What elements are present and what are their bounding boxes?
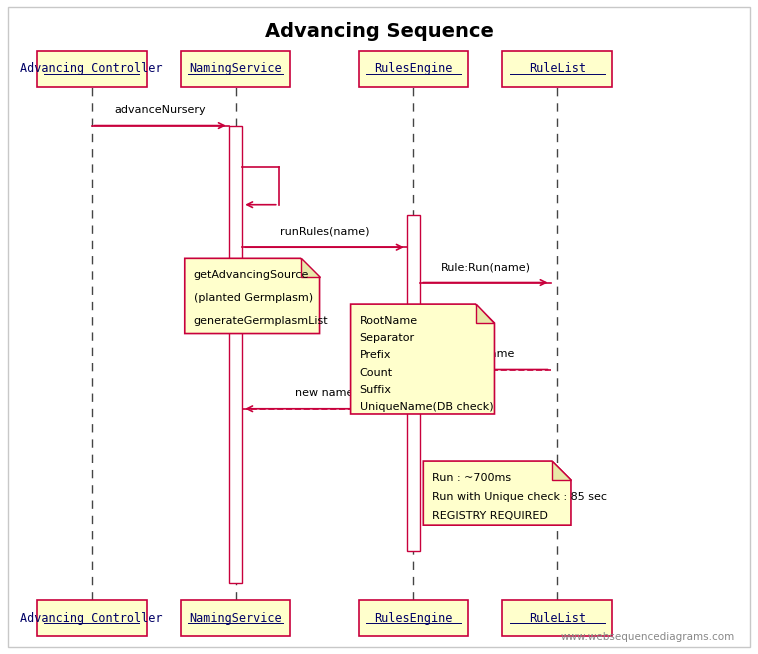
- Text: getAdvancingSource: getAdvancingSource: [194, 270, 309, 280]
- FancyBboxPatch shape: [406, 215, 420, 551]
- Polygon shape: [351, 304, 494, 414]
- Text: Separator: Separator: [360, 333, 415, 343]
- FancyBboxPatch shape: [8, 7, 750, 647]
- Text: RootName: RootName: [360, 316, 418, 326]
- FancyBboxPatch shape: [229, 126, 243, 583]
- Text: NamingService: NamingService: [190, 611, 282, 625]
- Text: RuleList: RuleList: [529, 611, 586, 625]
- Polygon shape: [423, 461, 571, 525]
- FancyBboxPatch shape: [180, 600, 290, 636]
- Text: REGISTRY REQUIRED: REGISTRY REQUIRED: [432, 511, 548, 521]
- Polygon shape: [552, 461, 571, 480]
- Text: Advancing Sequence: Advancing Sequence: [265, 22, 493, 41]
- FancyBboxPatch shape: [36, 600, 146, 636]
- Text: Run with Unique check : 85 sec: Run with Unique check : 85 sec: [432, 492, 607, 502]
- Text: Prefix: Prefix: [360, 351, 391, 360]
- Text: RuleList: RuleList: [529, 62, 586, 75]
- Text: Count: Count: [360, 368, 393, 377]
- Text: Advancing Controller: Advancing Controller: [20, 62, 163, 75]
- FancyBboxPatch shape: [503, 600, 612, 636]
- Polygon shape: [475, 304, 494, 323]
- Text: advanceNursery: advanceNursery: [114, 105, 206, 115]
- Text: RulesEngine: RulesEngine: [374, 62, 453, 75]
- Text: Advancing Controller: Advancing Controller: [20, 611, 163, 625]
- Text: UniqueName(DB check): UniqueName(DB check): [360, 402, 493, 412]
- FancyBboxPatch shape: [180, 50, 290, 86]
- Text: Rule:Run(name): Rule:Run(name): [440, 262, 531, 272]
- Text: runRules(name): runRules(name): [280, 227, 369, 237]
- Text: RulesEngine: RulesEngine: [374, 611, 453, 625]
- Text: (planted Germplasm): (planted Germplasm): [194, 293, 313, 303]
- FancyBboxPatch shape: [36, 50, 146, 86]
- Text: generateGermplasmList: generateGermplasmList: [194, 316, 328, 326]
- FancyBboxPatch shape: [503, 50, 612, 86]
- Polygon shape: [301, 258, 320, 277]
- Text: new name: new name: [456, 349, 515, 359]
- FancyBboxPatch shape: [359, 600, 468, 636]
- Text: NamingService: NamingService: [190, 62, 282, 75]
- FancyBboxPatch shape: [359, 50, 468, 86]
- Text: Suffix: Suffix: [360, 385, 392, 395]
- Text: new name: new name: [296, 388, 354, 398]
- Polygon shape: [185, 258, 320, 334]
- Text: www.websequencediagrams.com: www.websequencediagrams.com: [561, 632, 735, 642]
- Text: Run : ~700ms: Run : ~700ms: [432, 473, 512, 483]
